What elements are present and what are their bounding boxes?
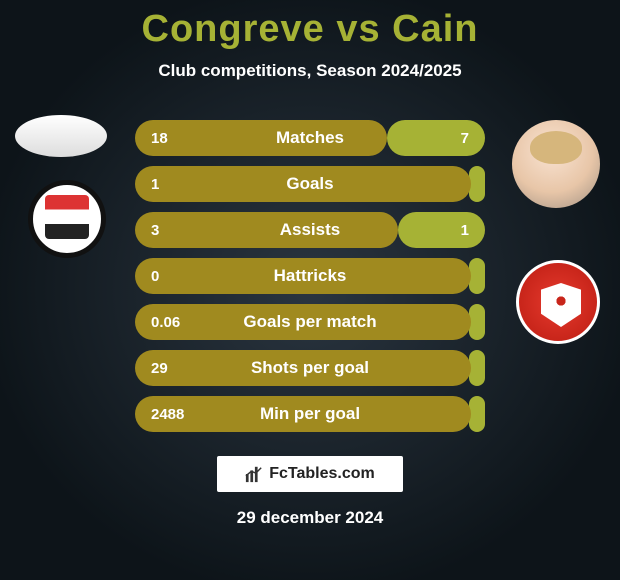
subtitle: Club competitions, Season 2024/2025 [0,61,620,81]
stat-row: 29Shots per goal [135,350,485,386]
stat-row: 718Matches [135,120,485,156]
stat-bar-right: 0 [469,166,485,202]
stat-bar-left: 2488 [135,396,471,432]
stat-row: 00Hattricks [135,258,485,294]
stat-row: 01Goals [135,166,485,202]
player-left-avatar [15,115,107,157]
date-text: 29 december 2024 [0,508,620,528]
player-right-avatar [512,120,600,208]
page-title: Congreve vs Cain [0,0,620,51]
stat-bar-left: 0.06 [135,304,471,340]
stat-bar-left: 3 [135,212,398,248]
stat-bar-right: 7 [387,120,485,156]
stat-bar-left: 0 [135,258,471,294]
stat-row: 13Assists [135,212,485,248]
club-left-badge [28,180,106,258]
stat-bar-right [469,396,485,432]
brand-badge: FcTables.com [217,456,403,492]
stat-bar-right: 0 [469,258,485,294]
stat-bar-left: 1 [135,166,471,202]
club-right-badge [516,260,600,344]
brand-icon [245,465,263,483]
stat-bar-left: 29 [135,350,471,386]
stat-bar-right [469,350,485,386]
stat-bar-right [469,304,485,340]
stat-row: 0.06Goals per match [135,304,485,340]
stat-row: 2488Min per goal [135,396,485,432]
stat-bar-right: 1 [398,212,486,248]
stat-bar-left: 18 [135,120,387,156]
brand-text: FcTables.com [269,465,375,483]
stats-container: 718Matches 01Goals 13Assists 00Hattricks 0.0… [135,120,485,442]
